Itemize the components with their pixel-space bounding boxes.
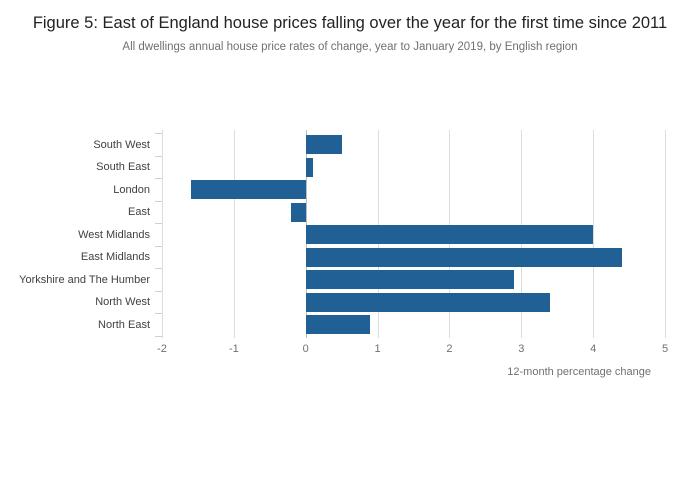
category-tick: [155, 335, 162, 337]
bar-north-east[interactable]: [305, 315, 371, 335]
bar-row: East: [0, 201, 700, 224]
bar-band: [162, 178, 665, 201]
category-tick: [155, 268, 162, 270]
bar-yorkshire-and-the-humber[interactable]: [305, 270, 515, 290]
bar-row: West Midlands: [0, 223, 700, 246]
bar-row: South West: [0, 133, 700, 156]
gridline: [593, 130, 595, 339]
x-tick-label: 3: [518, 343, 525, 356]
category-tick: [155, 290, 162, 292]
category-tick: [155, 133, 162, 135]
bar-row: East Midlands: [0, 246, 700, 269]
x-tick-label: -2: [157, 343, 167, 356]
x-tick-label: 1: [374, 343, 381, 356]
category-tick: [155, 200, 162, 202]
bar-band: [162, 201, 665, 224]
category-tick: [155, 155, 162, 157]
category-label: East: [127, 206, 150, 219]
x-tick-label: 4: [590, 343, 597, 356]
bar-east[interactable]: [291, 202, 306, 222]
bar-band: [162, 313, 665, 336]
bar-band: [162, 156, 665, 179]
category-label: North East: [98, 318, 150, 331]
chart-figure: Figure 5: East of England house prices f…: [0, 12, 700, 502]
bar-row: North West: [0, 291, 700, 314]
category-tick: [155, 313, 162, 315]
category-label: South West: [93, 138, 150, 151]
category-axis-ticks: [155, 133, 162, 337]
gridline: [665, 130, 666, 339]
bar-row: London: [0, 178, 700, 201]
bar-rows: South West South East London East West Midla…: [0, 133, 700, 336]
category-tick: [155, 178, 162, 180]
bar-north-west[interactable]: [305, 292, 551, 312]
category-label: East Midlands: [80, 251, 150, 264]
chart-title: Figure 5: East of England house prices f…: [32, 14, 668, 32]
category-label: London: [113, 183, 150, 196]
x-tick-label: 0: [302, 343, 309, 356]
bar-row: North East: [0, 313, 700, 336]
bar-london[interactable]: [190, 180, 306, 200]
chart-subtitle: All dwellings annual house price rates o…: [122, 41, 578, 54]
bar-band: [162, 246, 665, 269]
x-axis-label: 12-month percentage change: [507, 366, 651, 379]
plot-area: South West South East London East West Midla…: [0, 130, 700, 339]
bar-east-midlands[interactable]: [305, 247, 622, 267]
bar-row: Yorkshire and The Humber: [0, 268, 700, 291]
category-label: South East: [96, 161, 150, 174]
category-tick: [155, 245, 162, 247]
x-tick-label: 5: [661, 343, 669, 356]
bar-west-midlands[interactable]: [305, 225, 594, 245]
bar-south-west[interactable]: [305, 135, 342, 155]
bar-row: South East: [0, 156, 700, 179]
category-label: North West: [95, 296, 150, 309]
gridline: [233, 130, 235, 339]
gridline: [162, 130, 163, 339]
category-label: Yorkshire and The Humber: [19, 273, 150, 286]
bar-band: [162, 268, 665, 291]
bar-band: [162, 223, 665, 246]
category-tick: [155, 223, 162, 225]
x-axis-label-row: 12-month percentage change: [0, 366, 651, 378]
x-tick-label: -1: [228, 343, 239, 356]
bar-south-east[interactable]: [305, 157, 313, 177]
bar-band: [162, 133, 665, 156]
category-label: West Midlands: [78, 228, 150, 241]
bar-band: [162, 291, 665, 314]
x-axis-tick-labels: -2 -1 0 1 2 3 4 5: [157, 343, 669, 357]
x-tick-label: 2: [446, 343, 453, 356]
